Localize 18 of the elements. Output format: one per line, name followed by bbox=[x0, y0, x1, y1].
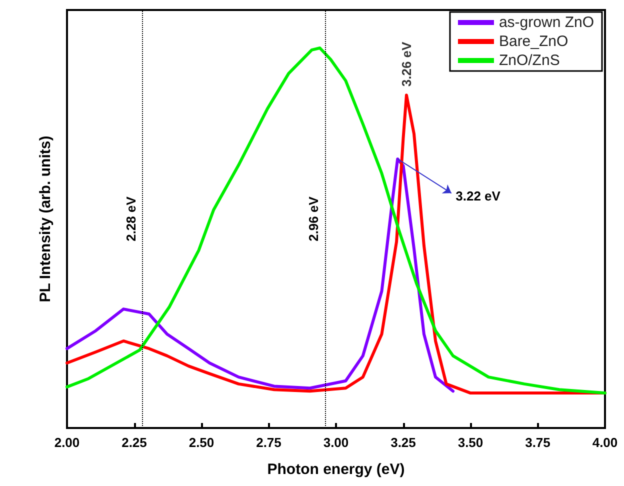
x-axis-title: Photon energy (eV) bbox=[267, 461, 405, 478]
x-tick-label: 3.50 bbox=[458, 435, 484, 450]
legend-label: Bare_ZnO bbox=[498, 33, 568, 50]
ref-line-label: 2.96 eV bbox=[306, 196, 322, 242]
x-tick-label: 2.00 bbox=[54, 435, 80, 450]
x-tick-label: 2.50 bbox=[188, 435, 214, 450]
x-tick-label: 3.75 bbox=[525, 435, 550, 450]
y-axis-title: PL Intensity (arb. units) bbox=[37, 136, 54, 302]
x-tick-label: 2.75 bbox=[256, 435, 282, 450]
annotation: 3.22 eV bbox=[456, 188, 501, 204]
x-tick-label: 2.25 bbox=[122, 435, 147, 450]
x-tick-label: 3.25 bbox=[390, 435, 416, 450]
legend-label: ZnO/ZnS bbox=[498, 52, 560, 69]
x-tick-label: 4.00 bbox=[592, 435, 618, 450]
legend-label: as-grown ZnO bbox=[498, 14, 594, 31]
x-tick-label: 3.00 bbox=[323, 435, 349, 450]
annotation: 3.26 eV bbox=[398, 41, 414, 87]
ref-line-label: 2.28 eV bbox=[123, 196, 138, 242]
